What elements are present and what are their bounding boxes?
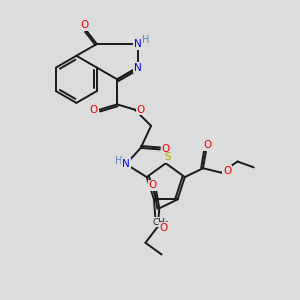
Text: O: O bbox=[162, 144, 170, 154]
Text: O: O bbox=[149, 180, 157, 190]
Text: O: O bbox=[203, 140, 211, 150]
Text: O: O bbox=[136, 105, 145, 115]
Text: N: N bbox=[134, 63, 142, 73]
Text: CH₃: CH₃ bbox=[152, 218, 169, 226]
Text: O: O bbox=[223, 166, 231, 176]
Text: O: O bbox=[80, 20, 88, 30]
Text: O: O bbox=[89, 105, 98, 115]
Text: H: H bbox=[115, 156, 122, 166]
Text: O: O bbox=[160, 223, 168, 233]
Text: S: S bbox=[164, 152, 171, 162]
Text: N: N bbox=[122, 159, 130, 169]
Text: H: H bbox=[142, 35, 149, 46]
Text: N: N bbox=[134, 39, 142, 49]
